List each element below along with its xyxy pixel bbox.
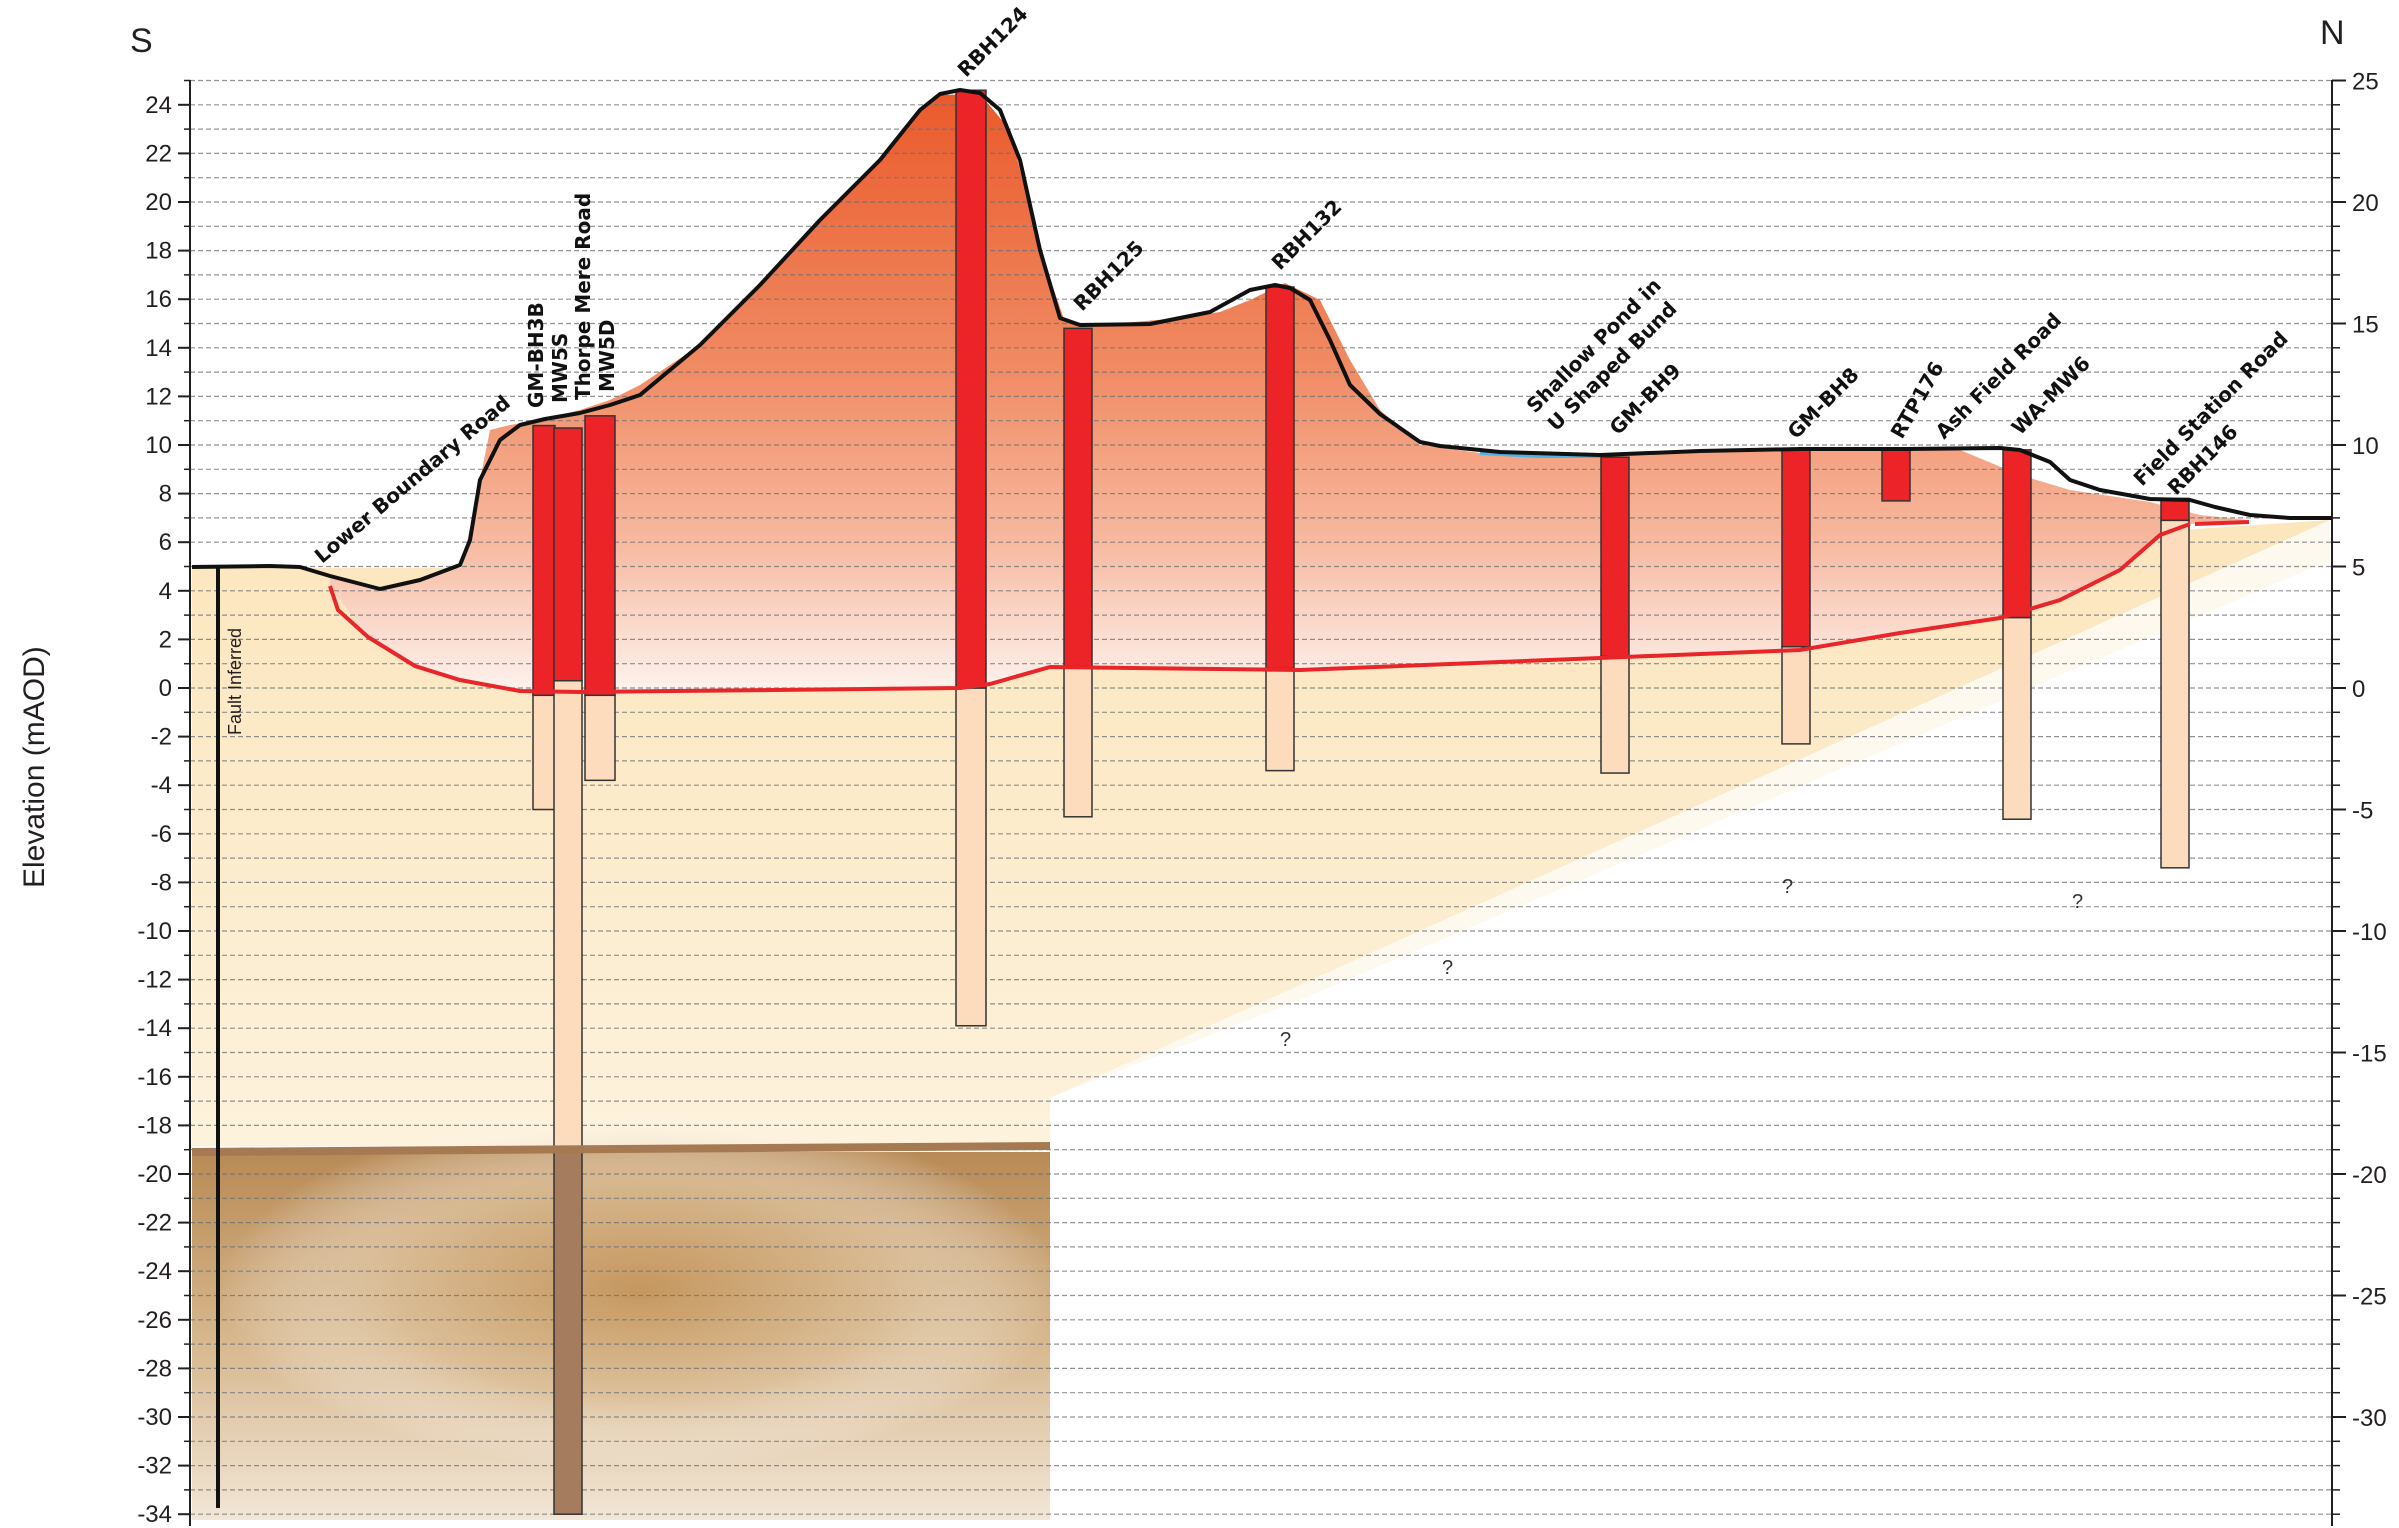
left-tick-label: -6 — [151, 821, 172, 848]
right-tick-label: -30 — [2352, 1405, 2387, 1432]
right-tick-label: 5 — [2352, 555, 2365, 582]
fault-label: Fault Inferred — [225, 628, 245, 735]
right-tick-label: -5 — [2352, 798, 2373, 825]
uncertain-marker: ? — [1280, 1029, 1291, 1051]
bedrock-shade — [220, 1110, 1060, 1470]
borehole-gm-bh3b-made-ground — [532, 424, 556, 697]
bedrock-top-line — [192, 1142, 1050, 1156]
label-gm-bh3b: GM-BH3B — [524, 302, 548, 408]
borehole-wa-mw6-natural — [2002, 616, 2032, 820]
left-tick-label: -10 — [137, 918, 172, 945]
borehole-rbh124-natural — [955, 687, 987, 1027]
borehole-rtp176-made-ground — [1881, 449, 1911, 502]
direction-north-label: N — [2320, 14, 2345, 52]
left-tick-label: 8 — [159, 481, 172, 508]
borehole-mw5s-natural — [553, 679, 583, 1151]
left-tick-label: -18 — [137, 1112, 172, 1139]
label-ash-field-road: Ash Field Road — [1931, 308, 2067, 444]
left-tick-label: 22 — [145, 140, 172, 167]
left-tick-label: -20 — [137, 1161, 172, 1188]
uncertain-marker: ? — [1442, 957, 1453, 979]
borehole-mw5d-natural — [584, 694, 616, 782]
left-tick-label: 14 — [145, 335, 172, 362]
left-tick-label: 2 — [159, 626, 172, 653]
direction-south-label: S — [130, 22, 153, 60]
borehole-gm-bh9-made-ground — [1600, 456, 1630, 658]
label-mw5d: MW5D — [595, 320, 619, 392]
label-rbh124: RBH124 — [953, 2, 1033, 82]
right-tick-label: -10 — [2352, 919, 2387, 946]
left-tick-label: -30 — [137, 1404, 172, 1431]
left-tick-label: 10 — [145, 432, 172, 459]
borehole-gm-bh8-made-ground — [1781, 449, 1811, 648]
grid-lines — [190, 79, 2332, 1515]
left-tick-label: -32 — [137, 1453, 172, 1480]
right-tick-label: -20 — [2352, 1162, 2387, 1189]
left-tick-label: -4 — [151, 772, 172, 799]
left-tick-label: 12 — [145, 383, 172, 410]
borehole-rbh146-natural — [2160, 519, 2190, 869]
left-tick-label: 24 — [145, 92, 172, 119]
left-tick-label: 20 — [145, 189, 172, 216]
left-tick-label: 18 — [145, 238, 172, 265]
right-tick-label: 25 — [2352, 69, 2379, 96]
left-tick-label: -26 — [137, 1307, 172, 1334]
borehole-gm-bh9-natural — [1600, 655, 1630, 774]
label-rbh125: RBH125 — [1069, 236, 1149, 316]
left-tick-label: 16 — [145, 286, 172, 313]
left-tick-label: -22 — [137, 1210, 172, 1237]
label-thorpe-mere-road: Thorpe Mere Road — [571, 193, 595, 400]
right-tick-label: 10 — [2352, 433, 2379, 460]
right-tick-label: 0 — [2352, 676, 2365, 703]
borehole-gm-bh3b-natural — [532, 694, 556, 811]
borehole-gm-bh8-natural — [1781, 645, 1811, 745]
borehole-rbh124-made-ground — [955, 89, 987, 689]
borehole-mw5s-bedrock — [553, 1148, 583, 1515]
y-axis-title: Elevation (mAOD) — [18, 646, 51, 888]
made-ground-base-line — [328, 520, 2250, 695]
left-tick-label: 6 — [159, 529, 172, 556]
left-tick-label: 0 — [159, 675, 172, 702]
borehole-rbh132-natural — [1265, 667, 1295, 772]
left-tick-label: -16 — [137, 1064, 172, 1091]
left-axis-ticks: 242220181614121086420-2-4-6-8-10-12-14-1… — [137, 79, 190, 1528]
right-tick-label: -25 — [2352, 1284, 2387, 1311]
left-tick-label: -28 — [137, 1355, 172, 1382]
label-mw5s: MW5S — [548, 333, 572, 403]
uncertain-marker: ? — [1782, 876, 1793, 898]
left-tick-label: -14 — [137, 1015, 172, 1042]
left-tick-label: -8 — [151, 869, 172, 896]
ground-surface-line — [191, 88, 2332, 591]
right-tick-label: 15 — [2352, 312, 2379, 339]
left-tick-label: -12 — [137, 967, 172, 994]
left-tick-label: 4 — [159, 578, 172, 605]
label-rbh132: RBH132 — [1267, 195, 1347, 275]
right-tick-label: -15 — [2352, 1041, 2387, 1068]
borehole-wa-mw6-made-ground — [2002, 449, 2032, 619]
left-tick-label: -34 — [137, 1501, 172, 1528]
borehole-mw5s-made-ground — [553, 427, 583, 682]
borehole-mw5d-made-ground — [584, 415, 616, 697]
borehole-rbh132-made-ground — [1265, 286, 1295, 670]
right-axis-ticks: 25 20 15 10 5 0 -5 -10 -15 -20 -25 -30 — [2332, 69, 2387, 1515]
right-tick-label: 20 — [2352, 190, 2379, 217]
left-tick-label: -24 — [137, 1258, 172, 1285]
borehole-rbh125-natural — [1063, 665, 1093, 818]
uncertain-marker: ? — [2072, 891, 2083, 913]
label-gm-bh8: GM-BH8 — [1783, 363, 1864, 444]
borehole-rbh125-made-ground — [1063, 327, 1093, 667]
boreholes — [532, 89, 2190, 1515]
left-tick-label: -2 — [151, 724, 172, 751]
